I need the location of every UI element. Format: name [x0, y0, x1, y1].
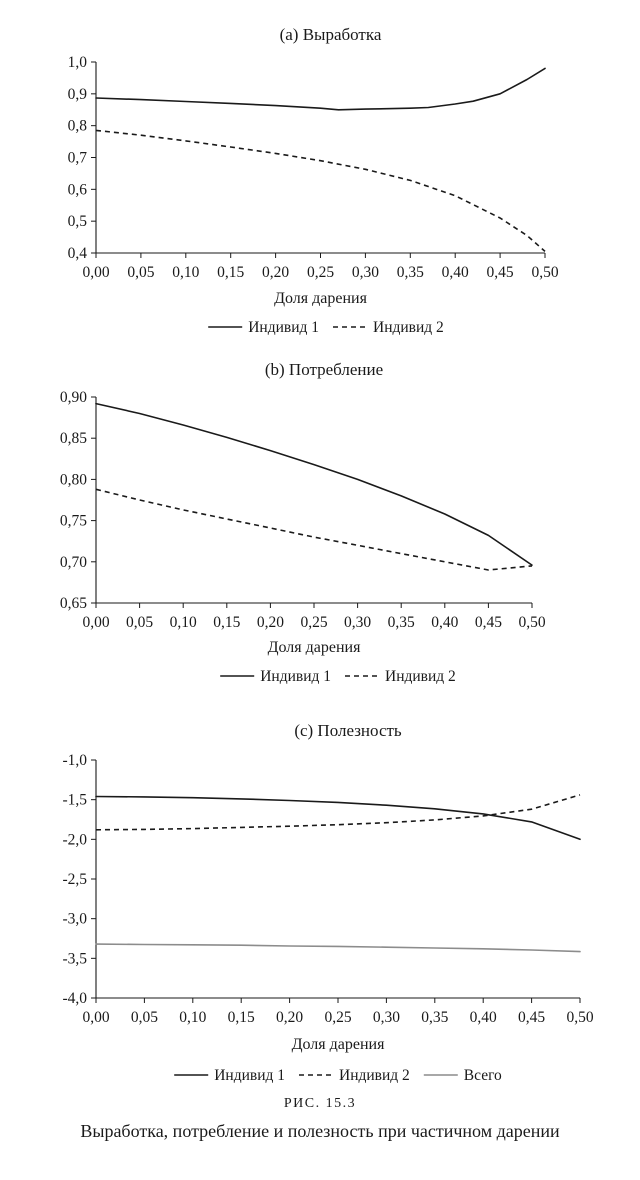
y-tick-label: -1,0 — [62, 752, 87, 769]
x-tick-label: 0,30 — [373, 1009, 400, 1026]
chart-panel-3: (c) Полезность -4,0 -3,5 -3,0 -2,5 -2,0 -1,5 -1… — [62, 721, 593, 1084]
legend-item: Индивид 2 — [298, 1067, 410, 1084]
y-tick-label: 0,80 — [60, 471, 87, 488]
chart-title: (b) Потребление — [265, 360, 383, 379]
y-tick-label: 0,65 — [60, 595, 87, 612]
y-tick-label: 1,0 — [68, 54, 88, 71]
figure-number: РИС. 15.3 — [283, 1096, 357, 1111]
y-tick-label: -2,5 — [62, 871, 87, 888]
x-tick-label: 0,40 — [431, 614, 458, 631]
x-tick-label: 0,35 — [397, 264, 424, 281]
y-tick-label: 0,70 — [60, 554, 87, 571]
legend-item: Индивид 1 — [208, 319, 319, 336]
legend-label: Индивид 2 — [385, 668, 456, 685]
x-axis-label: Доля дарения — [268, 639, 362, 656]
x-tick-label: 0,45 — [475, 614, 502, 631]
series-line-3 — [95, 943, 581, 953]
legend-label: Индивид 2 — [339, 1067, 410, 1084]
series-line-2 — [95, 488, 533, 571]
x-tick-label: 0,35 — [388, 614, 415, 631]
x-tick-label: 0,25 — [324, 1009, 351, 1026]
x-tick-label: 0,05 — [127, 264, 154, 281]
x-tick-label: 0,05 — [131, 1009, 158, 1026]
x-tick-label: 0,40 — [470, 1009, 497, 1026]
x-tick-label: 0,30 — [352, 264, 379, 281]
legend-label: Индивид 2 — [373, 319, 444, 336]
x-tick-label: 0,15 — [217, 264, 244, 281]
y-tick-label: 0,75 — [60, 513, 87, 530]
x-tick-label: 0,10 — [170, 614, 197, 631]
x-tick-label: 0,25 — [300, 614, 327, 631]
x-tick-label: 0,45 — [518, 1009, 545, 1026]
x-tick-label: 0,10 — [179, 1009, 206, 1026]
x-tick-label: 0,20 — [262, 264, 289, 281]
legend-item: Индивид 2 — [344, 668, 456, 685]
x-tick-label: 0,35 — [421, 1009, 448, 1026]
legend-label: Всего — [464, 1067, 502, 1084]
y-tick-label: 0,5 — [68, 213, 88, 230]
legend-item: Всего — [423, 1067, 502, 1084]
x-axis-label: Доля дарения — [292, 1036, 386, 1053]
chart-panel-1: (a) Выработка 0,4 0,5 0,6 0,7 0,8 0,9 1,0 0,00 0,… — [68, 25, 559, 336]
x-tick-label: 0,50 — [531, 264, 558, 281]
y-tick-label: 0,6 — [68, 181, 88, 198]
legend-label: Индивид 1 — [260, 668, 331, 685]
chart-title: (a) Выработка — [280, 25, 382, 44]
y-tick-label: 0,85 — [60, 430, 87, 447]
x-tick-label: 0,20 — [276, 1009, 303, 1026]
figure-caption: Выработка, потребление и полезность при … — [80, 1121, 560, 1141]
y-tick-label: 0,9 — [68, 86, 88, 103]
x-tick-label: 0,30 — [344, 614, 371, 631]
y-tick-label: -3,0 — [62, 911, 87, 928]
y-tick-label: 0,8 — [68, 118, 88, 135]
x-tick-label: 0,15 — [213, 614, 240, 631]
y-tick-label: -1,5 — [62, 792, 87, 809]
chart-title: (c) Полезность — [294, 721, 402, 740]
legend-item: Индивид 2 — [332, 319, 444, 336]
x-tick-label: 0,20 — [257, 614, 284, 631]
x-tick-label: 0,25 — [307, 264, 334, 281]
y-tick-label: 0,7 — [68, 150, 88, 167]
series-line-1 — [95, 402, 533, 566]
x-tick-label: 0,00 — [82, 614, 109, 631]
legend-item: Индивид 1 — [174, 1067, 285, 1084]
x-tick-label: 0,50 — [566, 1009, 593, 1026]
y-tick-label: 0,4 — [68, 245, 88, 262]
x-tick-label: 0,40 — [442, 264, 469, 281]
series-line-1 — [95, 795, 581, 841]
y-tick-label: 0,90 — [60, 389, 87, 406]
x-tick-label: 0,15 — [228, 1009, 255, 1026]
legend: Индивид 1 Индивид 2 — [208, 319, 444, 336]
series-line-2 — [95, 129, 546, 252]
series-line-1 — [95, 67, 546, 111]
legend-label: Индивид 1 — [214, 1067, 285, 1084]
x-tick-label: 0,50 — [518, 614, 545, 631]
x-tick-label: 0,00 — [82, 264, 109, 281]
legend: Индивид 1 Индивид 2 — [220, 668, 456, 685]
x-tick-label: 0,00 — [82, 1009, 109, 1026]
y-tick-label: -3,5 — [62, 950, 87, 967]
x-tick-label: 0,45 — [487, 264, 514, 281]
legend-label: Индивид 1 — [248, 319, 319, 336]
x-tick-label: 0,10 — [172, 264, 199, 281]
legend: Индивид 1 Индивид 2 Всего — [174, 1067, 502, 1084]
x-tick-label: 0,05 — [126, 614, 153, 631]
series-line-2 — [95, 794, 581, 831]
chart-panel-2: (b) Потребление 0,65 0,70 0,75 0,80 0,85 0,90 0… — [60, 360, 546, 685]
y-tick-label: -4,0 — [62, 990, 87, 1007]
legend-item: Индивид 1 — [220, 668, 331, 685]
y-tick-label: -2,0 — [62, 831, 87, 848]
x-axis-label: Доля дарения — [274, 290, 368, 307]
